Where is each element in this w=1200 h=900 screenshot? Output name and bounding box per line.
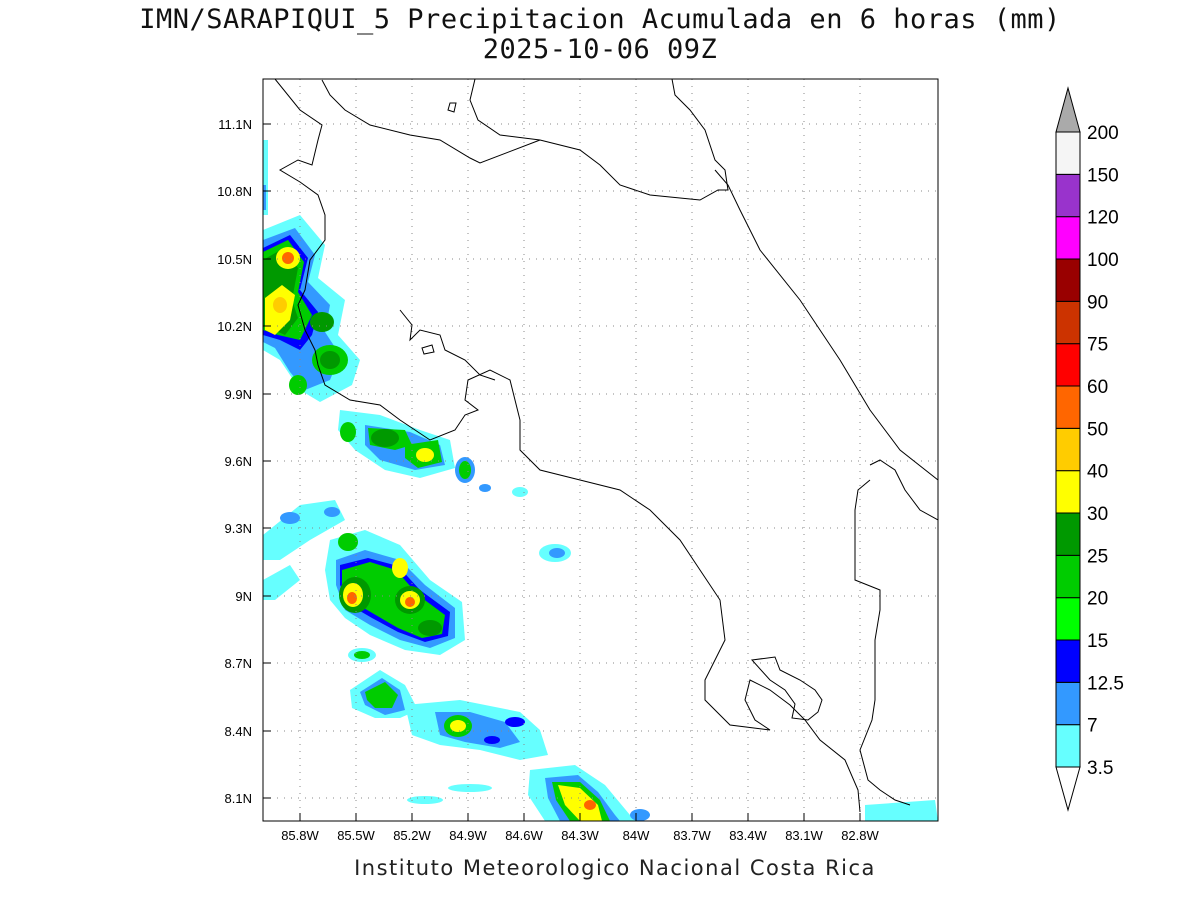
lat-tick-label: 9.3N: [225, 521, 252, 536]
lon-tick-labels: 85.8W 85.5W 85.2W 84.9W 84.6W 84.3W 84W …: [281, 828, 879, 843]
lon-tick-label: 83.7W: [673, 828, 711, 843]
lat-tick-label: 11.1N: [218, 117, 252, 132]
rain-cell: [348, 648, 376, 662]
lon-tick-label: 82.8W: [841, 828, 879, 843]
colorbar-segment: [1055, 343, 1081, 387]
colorbar-segments: [1055, 131, 1081, 768]
rain-cell: [263, 215, 360, 402]
colorbar-segment: [1055, 427, 1081, 472]
lon-tick-label: 85.5W: [337, 828, 375, 843]
colorbar-label: 50: [1087, 419, 1108, 440]
colorbar-segment: [1055, 470, 1081, 514]
lon-tick-label: 85.8W: [281, 828, 319, 843]
colorbar-label: 200: [1087, 123, 1119, 144]
colorbar-label: 150: [1087, 165, 1119, 186]
colorbar-segment: [1055, 512, 1081, 556]
colorbar-labels: 3.5 7 12.5 15 20 25 30 40 50 60 75 90 10…: [1087, 123, 1124, 779]
lon-tick-label: 84W: [623, 828, 650, 843]
rain-cell: [350, 670, 418, 718]
rain-cell: [405, 700, 548, 760]
lat-tick-label: 8.1N: [225, 791, 252, 806]
colorbar-label: 40: [1087, 462, 1108, 483]
map-timestamp: 2025-10-06 09Z: [482, 34, 718, 65]
map-title: IMN/SARAPIQUI_5 Precipitacion Acumulada …: [139, 4, 1061, 35]
colorbar-segment: [1055, 639, 1081, 683]
lat-tick-label: 9N: [235, 589, 252, 604]
colorbar-label: 7: [1087, 716, 1098, 737]
rain-cell: [263, 500, 571, 600]
footer-credit: Instituto Meteorologico Nacional Costa R…: [354, 856, 876, 880]
lat-tick-label: 10.2N: [217, 319, 252, 334]
colorbar: 3.5 7 12.5 15 20 25 30 40 50 60 75 90 10…: [1055, 86, 1124, 812]
colorbar-label: 100: [1087, 250, 1119, 271]
lat-tick-label: 8.7N: [225, 656, 252, 671]
rain-cell: [263, 140, 268, 215]
lon-tick-label: 83.1W: [785, 828, 823, 843]
colorbar-label: 15: [1087, 631, 1108, 652]
lat-tick-label: 9.9N: [225, 387, 252, 402]
axis-ticks: [263, 123, 861, 821]
precipitation-field: [263, 140, 938, 821]
rain-cell: [528, 765, 650, 821]
lon-tick-label: 84.3W: [561, 828, 599, 843]
colorbar-segment: [1055, 597, 1081, 641]
lat-tick-label: 9.6N: [225, 454, 252, 469]
lon-tick-label: 84.6W: [505, 828, 543, 843]
colorbar-label: 60: [1087, 377, 1108, 398]
colorbar-label: 25: [1087, 546, 1108, 567]
colorbar-label: 20: [1087, 589, 1108, 610]
colorbar-segment: [1055, 173, 1081, 218]
colorbar-segment: [1055, 681, 1081, 726]
colorbar-segment: [1055, 216, 1081, 260]
colorbar-top-arrow: [1055, 86, 1081, 133]
lon-tick-label: 83.4W: [729, 828, 767, 843]
map-frame: [262, 78, 939, 822]
colorbar-label: 120: [1087, 208, 1119, 229]
coastline: [274, 79, 938, 813]
rain-cell: [407, 784, 938, 821]
lat-tick-label: 8.4N: [225, 724, 252, 739]
lat-tick-label: 10.5N: [217, 252, 252, 267]
colorbar-segment: [1055, 554, 1081, 599]
colorbar-bottom-arrow: [1055, 766, 1081, 812]
colorbar-label: 30: [1087, 504, 1108, 525]
lon-tick-label: 85.2W: [393, 828, 431, 843]
rain-cell: [325, 530, 465, 655]
rain-cell: [338, 410, 528, 497]
map-gridlines: [263, 79, 938, 821]
lat-tick-label: 10.8N: [217, 184, 252, 199]
colorbar-label: 12.5: [1087, 673, 1124, 694]
lat-tick-labels: 11.1N 10.8N 10.5N 10.2N 9.9N 9.6N 9.3N 9…: [217, 117, 252, 806]
colorbar-segment: [1055, 258, 1081, 302]
colorbar-label: 75: [1087, 335, 1108, 356]
colorbar-label: 3.5: [1087, 758, 1113, 779]
colorbar-segment: [1055, 131, 1081, 175]
colorbar-segment: [1055, 300, 1081, 345]
lon-tick-label: 84.9W: [449, 828, 487, 843]
colorbar-segment: [1055, 724, 1081, 768]
colorbar-segment: [1055, 385, 1081, 429]
colorbar-label: 90: [1087, 292, 1108, 313]
